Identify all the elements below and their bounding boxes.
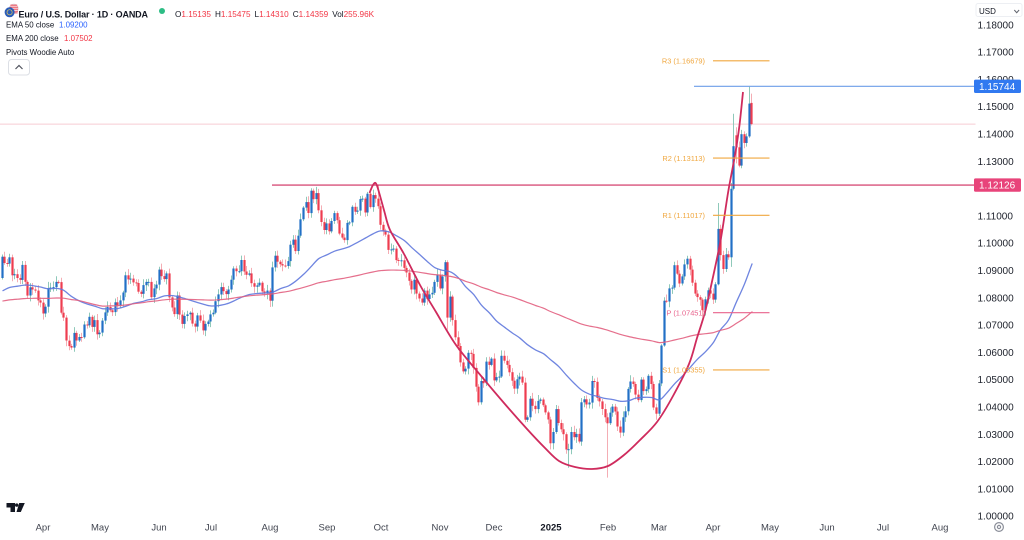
svg-text:Aug: Aug xyxy=(262,523,279,534)
svg-text:May: May xyxy=(761,523,779,534)
svg-text:1.14000: 1.14000 xyxy=(978,130,1015,141)
svg-text:1.15744: 1.15744 xyxy=(979,82,1016,93)
svg-text:Aug: Aug xyxy=(932,523,949,534)
svg-text:Jun: Jun xyxy=(151,523,166,534)
svg-text:1.15000: 1.15000 xyxy=(978,102,1015,113)
svg-text:Jul: Jul xyxy=(877,523,889,534)
svg-text:1.18000: 1.18000 xyxy=(978,20,1015,31)
svg-text:R2 (1.13113): R2 (1.13113) xyxy=(662,154,705,163)
svg-text:2025: 2025 xyxy=(540,523,562,534)
svg-text:Euro / U.S. Dollar · 1D · OAND: Euro / U.S. Dollar · 1D · OANDA xyxy=(19,9,149,19)
svg-text:Feb: Feb xyxy=(600,523,616,534)
svg-text:R1 (1.11017): R1 (1.11017) xyxy=(662,211,705,220)
svg-text:Apr: Apr xyxy=(706,523,721,534)
svg-text:May: May xyxy=(91,523,109,534)
svg-text:EMA 50 close: EMA 50 close xyxy=(6,21,55,30)
svg-text:1.07502: 1.07502 xyxy=(64,34,93,43)
svg-text:R3 (1.16679): R3 (1.16679) xyxy=(662,57,705,66)
svg-text:S1 (1.05355): S1 (1.05355) xyxy=(662,366,705,375)
svg-text:1.09200: 1.09200 xyxy=(59,21,88,30)
svg-text:1.06000: 1.06000 xyxy=(978,348,1015,359)
svg-text:Sep: Sep xyxy=(319,523,336,534)
svg-text:Mar: Mar xyxy=(651,523,667,534)
svg-text:1.05000: 1.05000 xyxy=(978,375,1015,386)
svg-text:1.10000: 1.10000 xyxy=(978,239,1015,250)
svg-text:Nov: Nov xyxy=(432,523,449,534)
svg-text:P (1.07451): P (1.07451) xyxy=(667,309,706,318)
svg-text:Jun: Jun xyxy=(819,523,834,534)
svg-text:1.13000: 1.13000 xyxy=(978,157,1015,168)
svg-text:Oct: Oct xyxy=(374,523,389,534)
svg-text:1.01000: 1.01000 xyxy=(978,484,1015,495)
svg-text:1.11000: 1.11000 xyxy=(978,211,1014,222)
svg-text:1.07000: 1.07000 xyxy=(978,321,1015,332)
svg-text:Dec: Dec xyxy=(486,523,503,534)
svg-text:1.12126: 1.12126 xyxy=(979,181,1016,192)
svg-text:USD: USD xyxy=(979,7,996,16)
svg-text:1.09000: 1.09000 xyxy=(978,266,1015,277)
svg-text:1.08000: 1.08000 xyxy=(978,293,1015,304)
svg-text:1.17000: 1.17000 xyxy=(978,48,1015,59)
svg-text:Jul: Jul xyxy=(205,523,217,534)
svg-text:1.03000: 1.03000 xyxy=(978,430,1015,441)
svg-text:Pivots Woodie Auto: Pivots Woodie Auto xyxy=(6,48,75,57)
svg-text:1.02000: 1.02000 xyxy=(978,457,1015,468)
svg-text:1.04000: 1.04000 xyxy=(978,403,1015,414)
svg-text:1.00000: 1.00000 xyxy=(978,512,1015,523)
svg-text:EMA 200 close: EMA 200 close xyxy=(6,34,59,43)
svg-text:Apr: Apr xyxy=(36,523,51,534)
